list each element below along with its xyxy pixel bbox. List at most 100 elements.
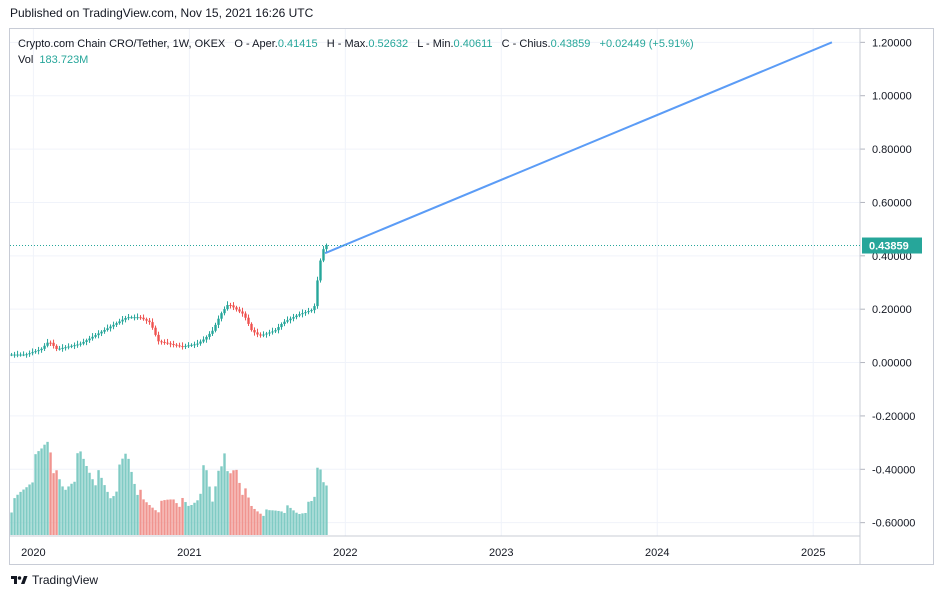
candle-body [22, 354, 25, 356]
candle-body [64, 347, 67, 349]
volume-bar [223, 453, 226, 535]
volume-bar [160, 500, 163, 535]
candle-body [61, 347, 64, 349]
volume-bar [247, 497, 250, 535]
candle-body [133, 317, 136, 319]
candle-body [295, 315, 298, 318]
candle-body [76, 344, 79, 346]
candle-body [112, 324, 115, 327]
volume-bar [169, 499, 172, 535]
candle-body [145, 319, 148, 321]
volume-bar [91, 479, 94, 535]
candle-body [319, 260, 322, 281]
volume-bar [31, 482, 34, 535]
candle-body [130, 317, 133, 319]
candle-body [250, 323, 253, 331]
candle-body [67, 346, 70, 348]
candle-body [148, 320, 151, 323]
volume-bar [43, 444, 46, 535]
volume-bar [295, 512, 298, 535]
volume-bar [121, 458, 124, 535]
trendline [324, 41, 833, 255]
volume-bar [214, 486, 217, 535]
volume-bar [151, 507, 154, 535]
volume-bar [178, 506, 181, 535]
volume-bar [226, 471, 229, 535]
volume-bar [259, 513, 262, 535]
candle-body [160, 341, 163, 343]
candle-body [40, 348, 43, 351]
candle-body [223, 309, 226, 314]
volume-bar [67, 486, 70, 535]
candle-body [232, 305, 235, 308]
candle-body [271, 331, 274, 333]
candle-body [166, 342, 169, 344]
candle-body [325, 245, 328, 250]
volume-bar [148, 505, 151, 535]
candle-body [274, 330, 277, 332]
x-tick-label: 2023 [489, 547, 513, 559]
y-tick-label: 0.40000 [872, 251, 912, 263]
volume-bar [208, 486, 211, 535]
candle-body [55, 345, 58, 349]
tradingview-logo-icon[interactable] [10, 574, 28, 586]
volume-bar [283, 512, 286, 535]
candle-body [199, 341, 202, 344]
candle-body [103, 329, 106, 332]
volume-bar [310, 501, 313, 535]
volume-bar [85, 466, 88, 535]
price-chart[interactable]: 1.20000 1.00000 0.80000 0.60000 0.40000 0.200… [10, 29, 933, 564]
candle-body [97, 333, 100, 336]
volume-bar [274, 510, 277, 535]
volume-bar [256, 511, 259, 535]
candle-body [163, 341, 166, 343]
candle-body [241, 311, 244, 314]
low-label: L - Min. [417, 38, 454, 50]
volume-bar [64, 489, 67, 535]
y-tick-label: -0.60000 [872, 518, 915, 530]
x-tick-label: 2020 [21, 547, 45, 559]
chart-pane[interactable]: 1.20000 1.00000 0.80000 0.60000 0.40000 0.200… [9, 28, 934, 565]
volume-bar [55, 470, 58, 535]
volume-bar [262, 515, 265, 535]
volume-bar [61, 486, 64, 535]
x-tick-label: 2021 [177, 547, 201, 559]
volume-bar [22, 489, 25, 535]
candle-body [157, 334, 160, 342]
volume-bar [100, 477, 103, 535]
volume-bar [199, 493, 202, 535]
candle-body [313, 306, 316, 311]
volume-bar [106, 491, 109, 535]
candle-body [184, 345, 187, 347]
volume-bar [49, 452, 52, 535]
candle-body [52, 342, 55, 346]
volume-bar [196, 500, 199, 535]
volume-bar [97, 470, 100, 535]
volume-bar [322, 482, 325, 535]
volume-bar [52, 473, 55, 535]
volume-bar [211, 501, 214, 535]
open-label: O - Aper. [234, 38, 278, 50]
candle-body [283, 321, 286, 325]
open-value: 0.41415 [277, 38, 318, 50]
candle-body [58, 348, 61, 350]
candle-body [289, 318, 292, 321]
tradingview-brand[interactable]: TradingView [32, 573, 99, 587]
volume-bar [118, 464, 121, 535]
volume-bar [271, 510, 274, 535]
last-price-label: 0.43859 [869, 241, 909, 253]
candle-body [235, 307, 238, 310]
candle-body [205, 336, 208, 340]
symbol-label[interactable]: Crypto.com Chain CRO/Tether, 1W, OKEX [18, 38, 226, 50]
x-tick-label: 2025 [801, 547, 825, 559]
candle-body [31, 352, 34, 354]
volume-bar [277, 510, 280, 535]
candle-body [286, 320, 289, 322]
volume-bar [175, 503, 178, 535]
volume-bar [133, 483, 136, 535]
candle-body [25, 354, 28, 356]
y-tick-label: 0.60000 [872, 197, 912, 209]
candle-body [154, 327, 157, 335]
volume-bar [292, 510, 295, 535]
candle-body [16, 354, 19, 356]
